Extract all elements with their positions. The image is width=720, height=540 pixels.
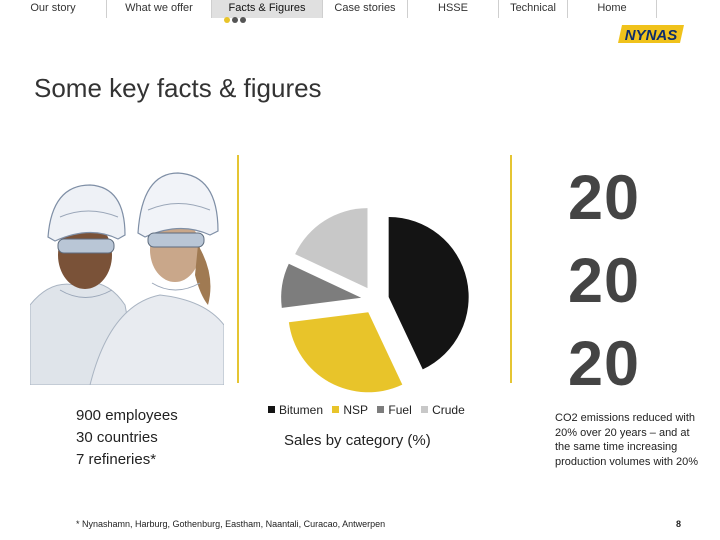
nav-divider bbox=[567, 0, 568, 18]
dot-icon bbox=[240, 17, 246, 23]
big-number: 20 bbox=[568, 246, 641, 316]
nav-case-stories[interactable]: Case stories bbox=[334, 2, 396, 14]
pie-slice-fuel bbox=[281, 263, 362, 308]
fact-refineries: 7 refineries* bbox=[76, 451, 157, 468]
legend-label: Crude bbox=[432, 403, 465, 417]
nav-divider bbox=[106, 0, 107, 18]
legend-entry: NSP bbox=[332, 403, 368, 417]
page-title: Some key facts & figures bbox=[34, 73, 322, 104]
fact-employees: 900 employees bbox=[76, 407, 178, 424]
dot-icon bbox=[224, 17, 230, 23]
legend-entry: Fuel bbox=[377, 403, 412, 417]
page-number: 8 bbox=[676, 519, 682, 529]
nynas-logo[interactable]: NYNAS bbox=[614, 22, 688, 46]
chart-legend: Bitumen NSP Fuel Crude bbox=[268, 403, 471, 417]
nav-home[interactable]: Home bbox=[597, 2, 627, 14]
nav-our-story[interactable]: Our story bbox=[30, 2, 76, 14]
logo-text: NYNAS bbox=[625, 27, 678, 44]
fact-countries: 30 countries bbox=[76, 429, 158, 446]
legend-swatch bbox=[268, 406, 275, 413]
chart-title: Sales by category (%) bbox=[284, 432, 431, 449]
top-navigation: Our story What we offer Facts & Figures … bbox=[0, 0, 720, 18]
nav-what-we-offer[interactable]: What we offer bbox=[125, 2, 193, 14]
legend-swatch bbox=[421, 406, 429, 413]
logo-background bbox=[618, 25, 684, 43]
divider-line bbox=[237, 155, 239, 383]
key-facts: 900 employees 30 countries 7 refineries* bbox=[76, 405, 178, 471]
nav-divider bbox=[407, 0, 408, 18]
refineries-footnote: * Nynashamn, Harburg, Gothenburg, Eastha… bbox=[76, 519, 386, 529]
legend-entry: Bitumen bbox=[268, 403, 323, 417]
big-number: 20 bbox=[568, 163, 641, 233]
nav-divider bbox=[211, 0, 212, 18]
nav-hsse[interactable]: HSSE bbox=[438, 2, 468, 14]
legend-entry: Crude bbox=[421, 403, 465, 417]
pie-slice-crude bbox=[295, 208, 368, 289]
legend-label: Fuel bbox=[388, 403, 412, 417]
legend-label: Bitumen bbox=[279, 403, 324, 417]
legend-swatch bbox=[332, 406, 340, 413]
legend-label: NSP bbox=[343, 403, 369, 417]
workers-photo bbox=[30, 155, 224, 385]
nav-divider bbox=[322, 0, 323, 18]
nav-divider bbox=[656, 0, 657, 18]
pie-slice-bitumen bbox=[388, 216, 469, 370]
divider-line bbox=[510, 155, 512, 383]
nav-technical[interactable]: Technical bbox=[510, 2, 556, 14]
legend-swatch bbox=[377, 406, 385, 413]
big-number: 20 bbox=[568, 329, 641, 399]
pie-slice-nsp bbox=[288, 312, 403, 393]
sales-pie-chart bbox=[281, 208, 469, 393]
co2-statement: CO2 emissions reduced with 20% over 20 y… bbox=[555, 412, 699, 468]
nav-divider bbox=[498, 0, 499, 18]
nav-facts-figures[interactable]: Facts & Figures bbox=[212, 0, 322, 18]
dot-icon bbox=[232, 17, 238, 23]
